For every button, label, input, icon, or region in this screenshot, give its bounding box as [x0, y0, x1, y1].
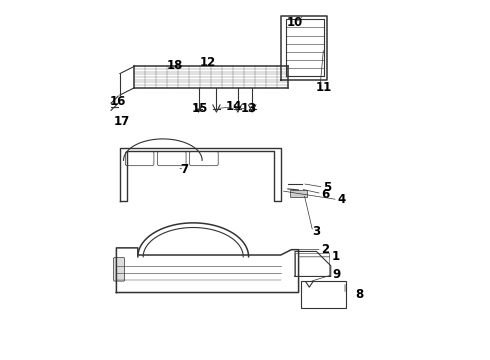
Text: 12: 12 [199, 55, 216, 69]
FancyBboxPatch shape [114, 257, 124, 281]
Text: 13: 13 [241, 102, 257, 115]
FancyBboxPatch shape [291, 190, 307, 197]
Text: 2: 2 [321, 243, 329, 256]
Text: 16: 16 [110, 95, 126, 108]
Text: 17: 17 [114, 114, 130, 127]
Text: 8: 8 [355, 288, 364, 301]
Text: 4: 4 [337, 193, 345, 206]
Text: 9: 9 [332, 268, 340, 281]
Text: 5: 5 [323, 181, 331, 194]
Text: 18: 18 [167, 59, 184, 72]
Text: 15: 15 [192, 102, 209, 115]
Text: 10: 10 [287, 16, 303, 29]
Text: 6: 6 [321, 188, 329, 201]
Text: 1: 1 [332, 250, 340, 263]
Text: 11: 11 [316, 81, 332, 94]
Text: 3: 3 [313, 225, 320, 238]
Text: 7: 7 [180, 163, 188, 176]
Text: 14: 14 [226, 100, 243, 113]
